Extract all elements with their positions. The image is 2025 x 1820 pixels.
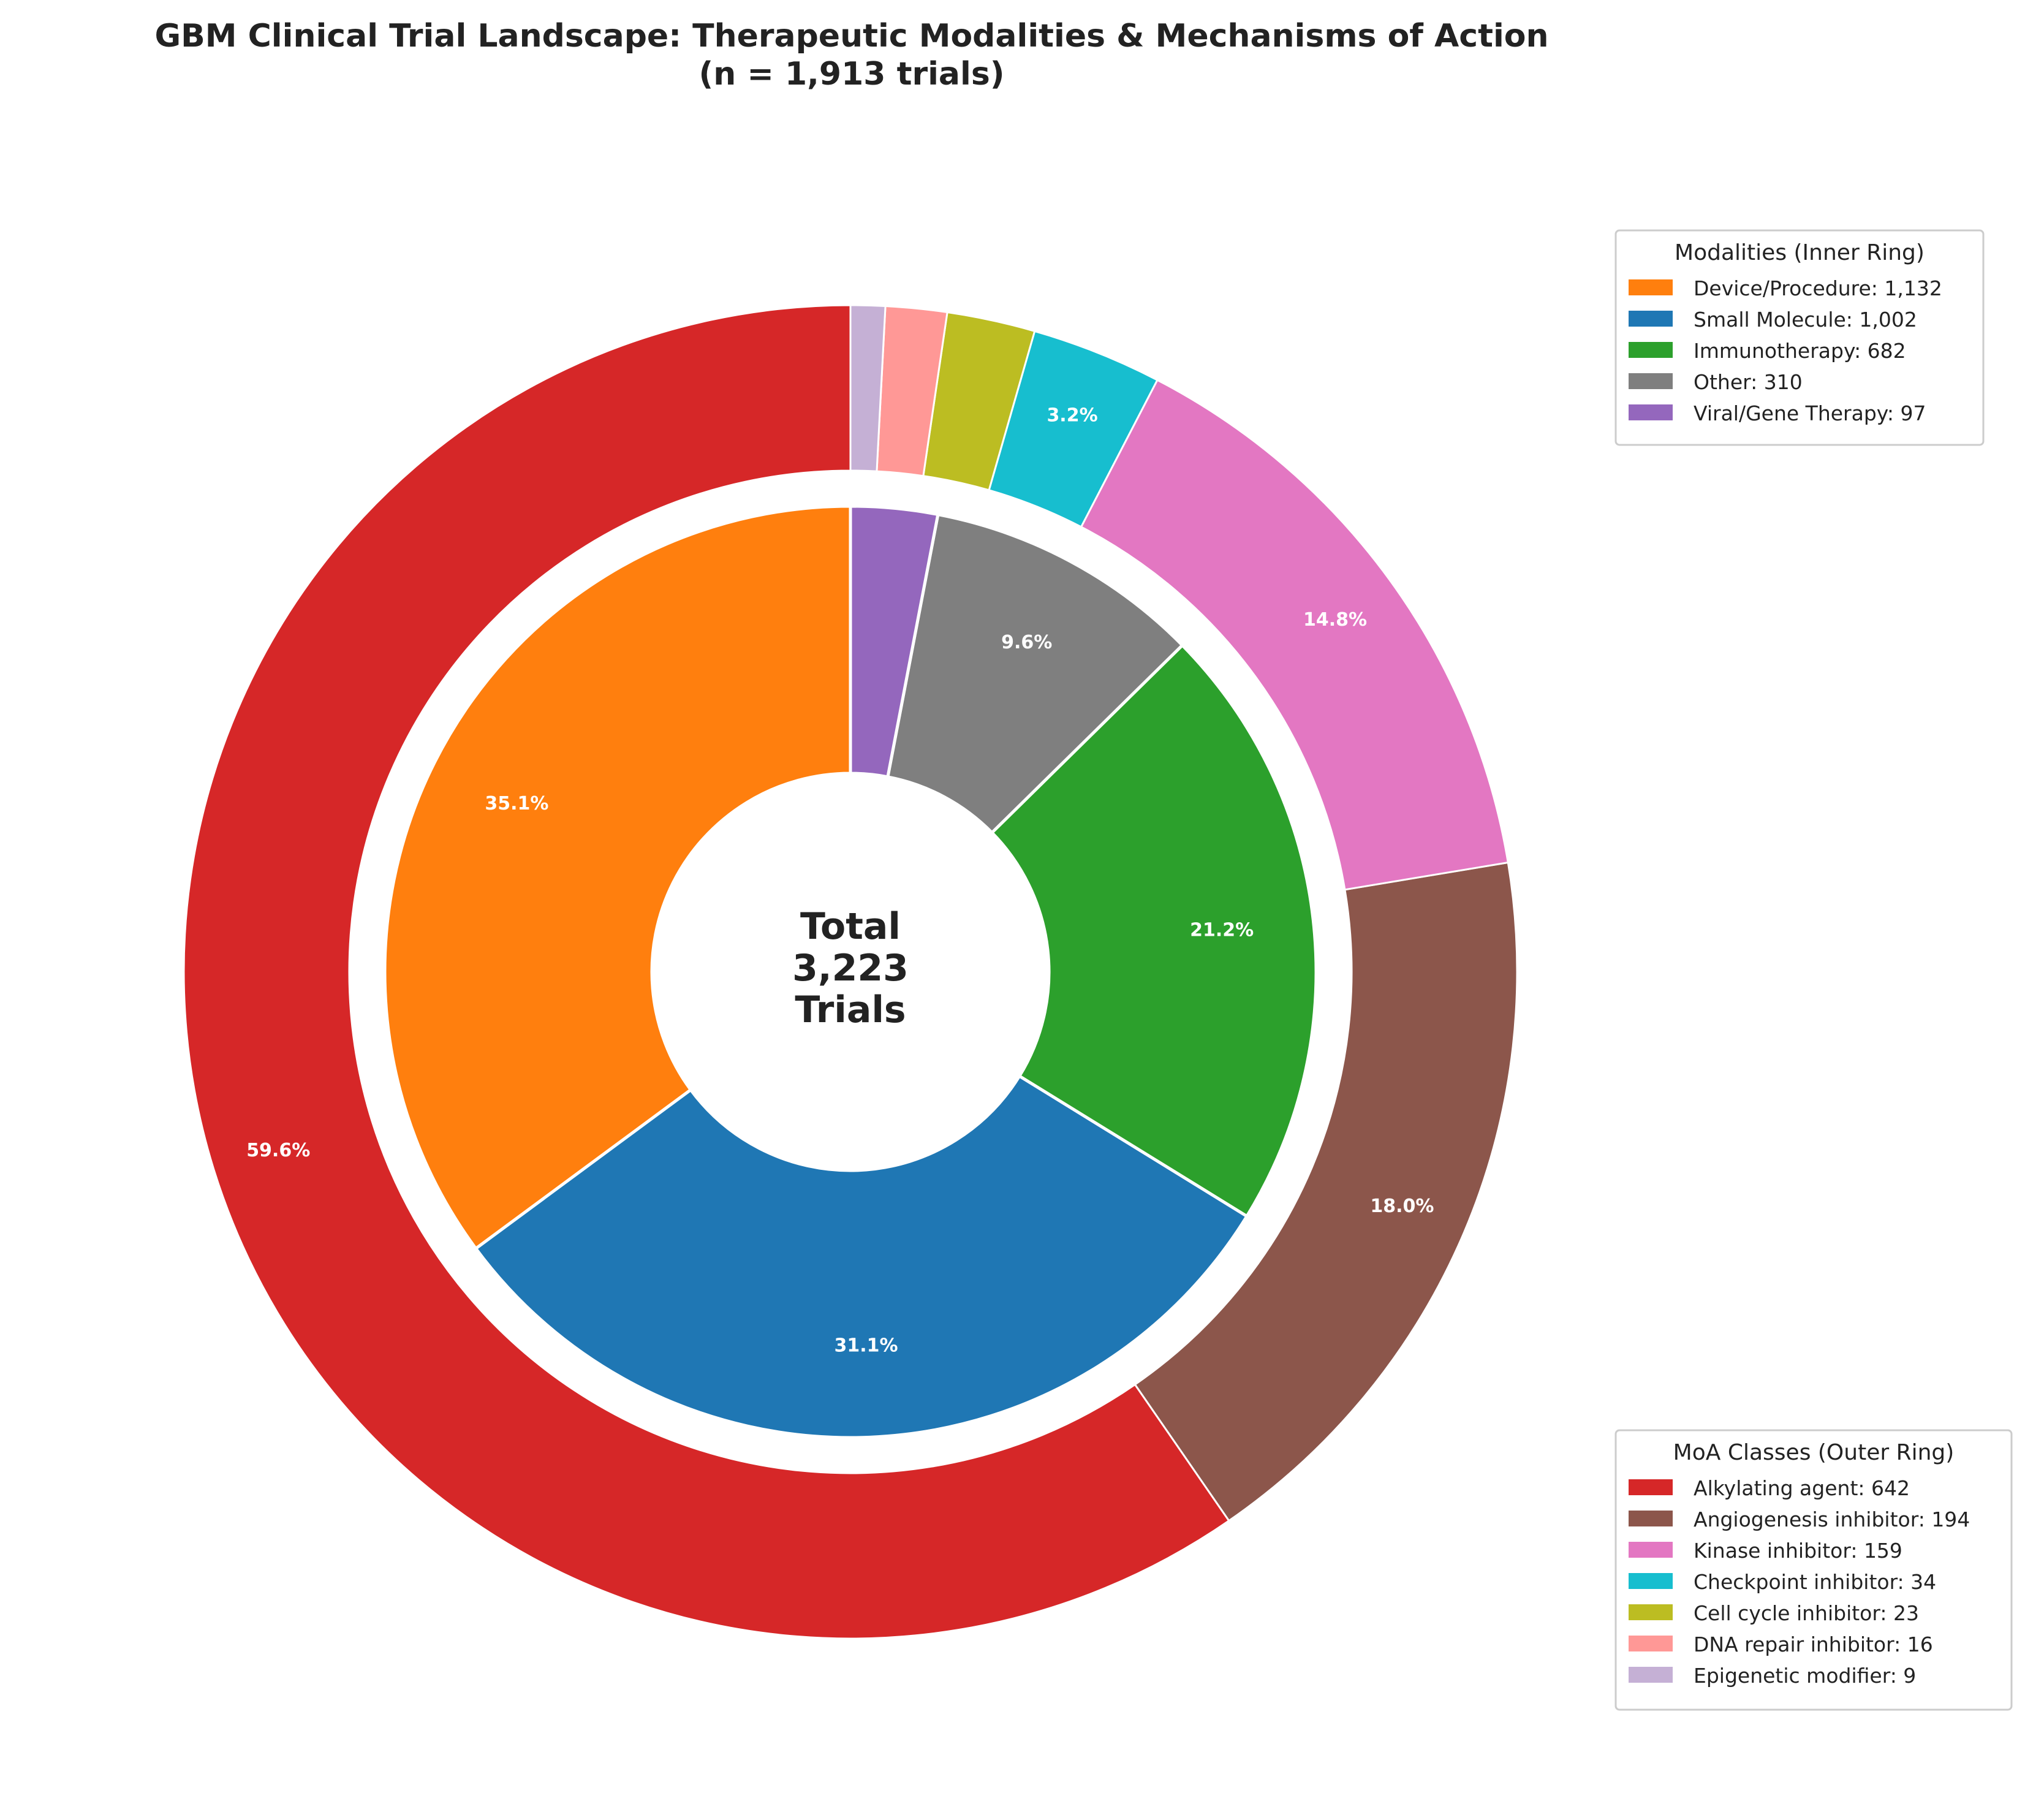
legend-modalities-entry-device-procedure: Device/Procedure: 1,132 xyxy=(1694,276,1942,300)
legend-modalities-swatch-viral-gene-therapy xyxy=(1629,404,1673,420)
legend-modalities-title: Modalities (Inner Ring) xyxy=(1675,240,1925,265)
inner-ring xyxy=(383,504,1318,1439)
outer-ring-labels: 59.6% 18.0% 14.8% 3.2% xyxy=(246,404,1434,1216)
legend-moa-swatch-checkpoint-inhibitor xyxy=(1629,1573,1673,1589)
inner-ring-labels: 35.1% 31.1% 21.2% 9.6% xyxy=(485,632,1254,1356)
inner-label-other: 9.6% xyxy=(1001,632,1052,653)
legend-moa-title: MoA Classes (Outer Ring) xyxy=(1673,1440,1955,1465)
legend-moa-swatch-kinase-inhibitor xyxy=(1629,1542,1673,1558)
legend-moa-swatch-cell-cycle-inhibitor xyxy=(1629,1604,1673,1620)
inner-label-immunotherapy: 21.2% xyxy=(1190,919,1254,941)
chart-title-line1: GBM Clinical Trial Landscape: Therapeuti… xyxy=(154,18,1548,55)
legend-moa-frame xyxy=(1614,1429,2013,1711)
inner-slice-immunotherapy xyxy=(990,643,1318,1218)
legend-modalities: Modalities (Inner Ring) Device/Procedure… xyxy=(1614,229,1985,446)
legend-moa-swatch-alkylating-agent xyxy=(1629,1479,1673,1495)
outer-slice-kinase-inhibitor xyxy=(1080,379,1509,891)
inner-label-device-procedure: 35.1% xyxy=(485,793,548,814)
legend-moa-swatch-epigenetic-modifier xyxy=(1629,1667,1673,1683)
outer-ring xyxy=(183,304,1518,1640)
legend-moa-entry-checkpoint-inhibitor: Checkpoint inhibitor: 34 xyxy=(1694,1570,1936,1594)
center-label-line2: 3,223 xyxy=(792,947,909,990)
outer-label-angiogenesis-inhibitor: 18.0% xyxy=(1370,1196,1434,1217)
legend-moa-entry-cell-cycle-inhibitor: Cell cycle inhibitor: 23 xyxy=(1694,1601,1919,1625)
legend-modalities-entry-other: Other: 310 xyxy=(1694,370,1803,394)
legend-moa-entry-alkylating-agent: Alkylating agent: 642 xyxy=(1694,1476,1910,1500)
legend-moa-entry-epigenetic-modifier: Epigenetic modifier: 9 xyxy=(1694,1664,1916,1688)
outer-label-kinase-inhibitor: 14.8% xyxy=(1303,609,1367,631)
legend-moa-entry-kinase-inhibitor: Kinase inhibitor: 159 xyxy=(1694,1539,1902,1563)
legend-moa-entry-dna-repair-inhibitor: DNA repair inhibitor: 16 xyxy=(1694,1632,1933,1656)
inner-slice-other xyxy=(886,513,1184,835)
legend-modalities-frame xyxy=(1614,229,1985,446)
legend-modalities-swatch-small-molecule xyxy=(1629,311,1673,327)
legend-modalities-entry-viral-gene-therapy: Viral/Gene Therapy: 97 xyxy=(1694,401,1926,425)
legend-modalities-entry-small-molecule: Small Molecule: 1,002 xyxy=(1694,308,1917,332)
legend-modalities-entry-immunotherapy: Immunotherapy: 682 xyxy=(1694,339,1906,363)
chart-title-line2: (n = 1,913 trials) xyxy=(698,56,1004,93)
outer-slice-alkylating-agent xyxy=(183,304,1230,1640)
legend-modalities-swatch-other xyxy=(1629,373,1673,389)
outer-slice-angiogenesis-inhibitor xyxy=(1134,862,1518,1522)
inner-slice-small-molecule xyxy=(474,1074,1249,1439)
legend-modalities-swatch-device-procedure xyxy=(1629,279,1673,295)
center-label-line1: Total xyxy=(800,905,901,948)
outer-label-alkylating-agent: 59.6% xyxy=(246,1140,310,1161)
legend-moa-swatch-dna-repair-inhibitor xyxy=(1629,1636,1673,1651)
inner-slice-viral-gene-therapy xyxy=(849,504,940,779)
outer-label-checkpoint-inhibitor: 3.2% xyxy=(1047,404,1097,426)
legend-modalities-swatch-immunotherapy xyxy=(1629,342,1673,358)
inner-label-small-molecule: 31.1% xyxy=(835,1335,898,1356)
legend-moa-swatch-angiogenesis-inhibitor xyxy=(1629,1511,1673,1526)
outer-slice-epigenetic-modifier xyxy=(849,304,887,472)
legend-moa-entry-angiogenesis-inhibitor: Angiogenesis inhibitor: 194 xyxy=(1694,1507,1970,1531)
inner-slice-device-procedure xyxy=(383,504,852,1250)
legend-moa: MoA Classes (Outer Ring) Alkylating agen… xyxy=(1614,1429,2013,1711)
center-label-line3: Trials xyxy=(795,988,906,1031)
